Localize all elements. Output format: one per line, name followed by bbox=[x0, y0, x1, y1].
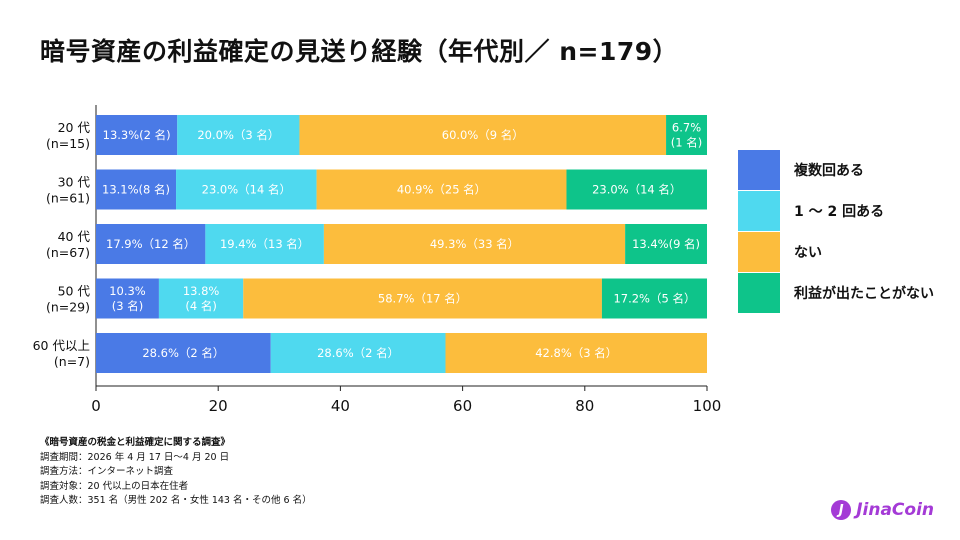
data-label: 60.0%（9 名） bbox=[442, 128, 524, 142]
data-label: 10.3% (3 名) bbox=[109, 284, 146, 313]
x-tick-label: 0 bbox=[91, 397, 101, 415]
legend: 複数回ある 1 ～ 2 回ある ない利益が出たことがない bbox=[738, 150, 934, 314]
x-tick-label: 60 bbox=[453, 397, 472, 415]
bar-segment bbox=[243, 278, 602, 319]
note-method: 調査方法：インターネット調査 bbox=[40, 466, 174, 477]
data-label: 28.6%（2 名） bbox=[142, 346, 224, 360]
data-label: 23.0%（14 名） bbox=[202, 183, 291, 197]
legend-label: 複数回ある bbox=[794, 163, 864, 179]
data-label: 17.9%（12 名） bbox=[106, 237, 195, 251]
bar-segment bbox=[96, 115, 178, 155]
note-count: 調査人数：351 名（男性 202 名・女性 143 名・その他 6 名） bbox=[40, 495, 312, 506]
category-label: 40 代(n=67) bbox=[46, 229, 91, 260]
bar-segment bbox=[177, 115, 300, 155]
category-label: 50 代(n=29) bbox=[46, 284, 91, 315]
bar-segment bbox=[176, 169, 317, 210]
data-label: 42.8%（3 名） bbox=[535, 346, 617, 360]
bar-segment bbox=[96, 169, 177, 210]
category-label: 60 代以上(n=7) bbox=[33, 338, 90, 369]
data-label: 13.8% (4 名) bbox=[183, 284, 220, 313]
survey-notes: 《暗号資産の税金と利益確定に関する調査》 調査期間：2026 年 4 月 17 … bbox=[40, 436, 312, 509]
data-label: 40.9%（25 名） bbox=[397, 183, 486, 197]
legend-item: 1 ～ 2 回ある bbox=[738, 191, 934, 231]
x-tick-label: 40 bbox=[331, 397, 350, 415]
bar-segment bbox=[299, 115, 667, 155]
brand-logo: J JinaCoin bbox=[831, 500, 934, 520]
legend-swatch bbox=[738, 150, 780, 190]
x-tick-label: 80 bbox=[575, 397, 594, 415]
x-tick-label: 20 bbox=[209, 397, 228, 415]
legend-swatch bbox=[738, 232, 780, 272]
category-label: 20 代(n=15) bbox=[46, 120, 91, 151]
legend-label: 利益が出たことがない bbox=[794, 286, 934, 302]
data-label: 19.4%（13 名） bbox=[220, 237, 309, 251]
category-label: 30 代(n=61) bbox=[46, 175, 91, 206]
bar-segment bbox=[625, 224, 707, 264]
bar-segment bbox=[96, 224, 206, 264]
legend-swatch bbox=[738, 191, 780, 231]
bar-segment bbox=[323, 224, 626, 264]
bar-segment bbox=[205, 224, 324, 264]
note-target: 調査対象：20 代以上の日本在住者 bbox=[40, 480, 189, 492]
data-label: 13.1%(8 名) bbox=[102, 183, 170, 197]
x-tick-label: 100 bbox=[693, 397, 722, 415]
legend-item: 利益が出たことがない bbox=[738, 273, 934, 313]
data-label: 20.0%（3 名） bbox=[197, 128, 279, 142]
legend-swatch bbox=[738, 273, 780, 313]
note-heading: 《暗号資産の税金と利益確定に関する調査》 bbox=[40, 437, 231, 448]
data-label: 13.4%(9 名) bbox=[632, 237, 700, 251]
bar-segment bbox=[316, 169, 567, 210]
bar-segment bbox=[158, 278, 244, 319]
bar-segment bbox=[96, 278, 159, 319]
logo-text: JinaCoin bbox=[856, 500, 934, 520]
bar-segment bbox=[96, 333, 271, 373]
data-label: 17.2%（5 名） bbox=[613, 292, 695, 306]
logo-mark-icon: J bbox=[831, 500, 852, 520]
data-label: 23.0%（14 名） bbox=[592, 183, 681, 197]
legend-label: 1 ～ 2 回ある bbox=[794, 204, 885, 220]
data-label: 58.7%（17 名） bbox=[378, 292, 467, 306]
data-label: 13.3%(2 名) bbox=[103, 128, 171, 142]
bar-segment bbox=[445, 333, 707, 373]
bar-segment bbox=[270, 333, 446, 373]
data-label: 49.3%（33 名） bbox=[430, 237, 519, 251]
bar-segment bbox=[566, 169, 707, 210]
bar-segment bbox=[666, 115, 707, 155]
legend-item: ない bbox=[738, 232, 934, 272]
bar-segment bbox=[601, 278, 707, 319]
chart-title: 暗号資産の利益確定の見送り経験（年代別／ n=179） bbox=[40, 37, 679, 66]
legend-label: ない bbox=[794, 245, 822, 261]
legend-item: 複数回ある bbox=[738, 150, 934, 190]
data-label: 6.7% (1 名) bbox=[671, 121, 702, 150]
data-label: 28.6%（2 名） bbox=[317, 346, 399, 360]
note-period: 調査期間：2026 年 4 月 17 日～4 月 20 日 bbox=[40, 451, 230, 463]
